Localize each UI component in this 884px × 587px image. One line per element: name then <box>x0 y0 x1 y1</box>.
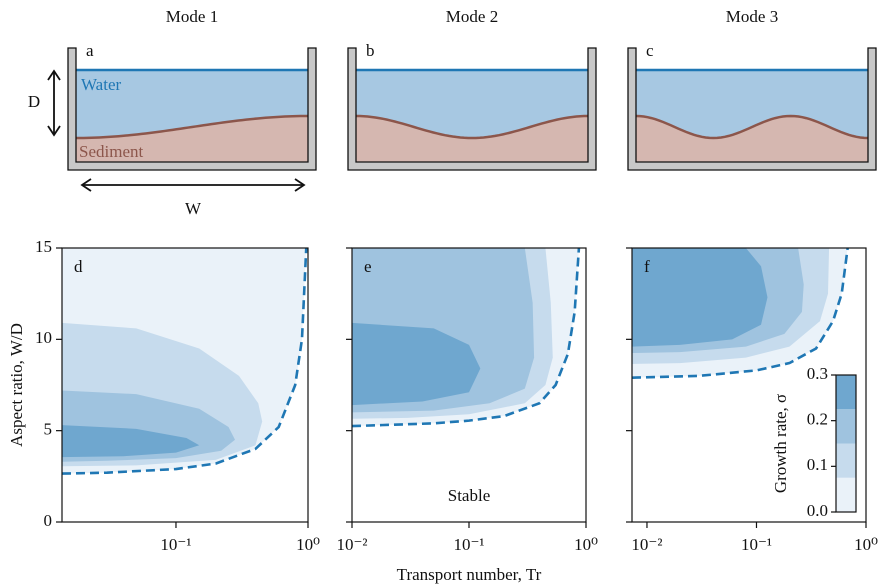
mode-title: Mode 3 <box>726 7 778 26</box>
sediment-surface <box>75 114 309 140</box>
x-tick-label: 10⁰ <box>296 535 320 554</box>
arrow-head <box>80 178 306 192</box>
contour-region <box>632 248 768 347</box>
tank <box>627 47 877 171</box>
colorbar-band <box>836 443 856 478</box>
neutral-curve <box>352 248 581 428</box>
colorbar-label: Growth rate, σ <box>771 394 790 493</box>
plots: d 10⁻¹ 10⁰ 0 5 10 15 Aspect ratio, W/D e 10⁻² 10⁻¹… <box>7 237 878 584</box>
plot-frame <box>61 247 309 523</box>
y-tick-label: 10 <box>35 328 52 347</box>
y-tick-label: 15 <box>35 237 52 256</box>
contour-panel <box>352 248 581 428</box>
plot-frame <box>631 247 867 523</box>
neutral-curve <box>632 248 849 379</box>
contour-region <box>62 248 200 458</box>
colorbar-tick-label: 0.3 <box>807 364 828 383</box>
contour-panel <box>632 248 849 379</box>
x-tick-label: 10⁰ <box>574 535 598 554</box>
mode-title: Mode 1 <box>166 7 218 26</box>
y-axis-label: Aspect ratio, W/D <box>7 323 26 447</box>
colorbar-band <box>836 409 856 444</box>
annotation: Stable <box>448 486 491 505</box>
contour-panel <box>62 248 308 475</box>
colorbar-tick-label: 0.2 <box>807 410 828 429</box>
tank <box>347 47 597 171</box>
arrow-head <box>47 69 61 137</box>
depth-label: D <box>28 92 40 111</box>
x-tick-label: 10⁻¹ <box>160 535 191 554</box>
panel-label: b <box>366 41 375 60</box>
sediment-surface <box>635 114 869 140</box>
sediment <box>76 116 308 162</box>
y-tick-label: 0 <box>44 511 53 530</box>
x-tick-label: 10⁻¹ <box>453 535 484 554</box>
colorbar-band <box>836 477 856 512</box>
panel-label: a <box>86 41 94 60</box>
colorbar-band <box>836 375 856 410</box>
panel-label: e <box>364 257 372 276</box>
water-label: Water <box>81 75 121 94</box>
neutral-curve <box>62 248 308 475</box>
x-axis-label: Transport number, Tr <box>397 565 542 584</box>
sediment <box>636 116 868 162</box>
width-label: W <box>185 199 202 218</box>
mode-title: Mode 2 <box>446 7 498 26</box>
x-tick-label: 10⁻¹ <box>741 535 772 554</box>
colorbar-frame <box>835 374 857 513</box>
panel-label: d <box>74 257 83 276</box>
y-tick-label: 5 <box>44 420 53 439</box>
sediment-label: Sediment <box>79 142 143 161</box>
contour-region <box>62 248 236 462</box>
x-tick-label: 10⁻² <box>631 535 662 554</box>
x-tick-label: 10⁻² <box>336 535 367 554</box>
panel-label: f <box>644 257 650 276</box>
panel-label: c <box>646 41 654 60</box>
colorbar-tick-label: 0.1 <box>807 455 828 474</box>
tank <box>67 47 317 171</box>
x-tick-label: 10⁰ <box>854 535 878 554</box>
sediment-surface <box>355 114 589 140</box>
colorbar-tick-label: 0.0 <box>807 501 828 520</box>
schematics: Mode 1 a Mode 2 b Mode 3 c Water Sediment D W <box>28 7 877 218</box>
contour-region <box>352 248 481 406</box>
